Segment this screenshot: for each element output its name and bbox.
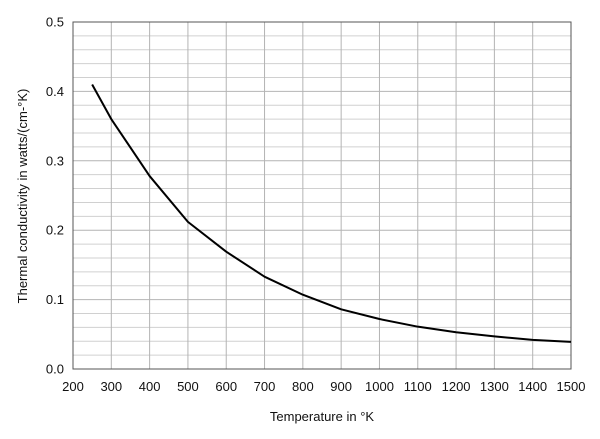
y-tick-label: 0.5 — [46, 15, 64, 30]
x-tick-label: 400 — [139, 379, 161, 394]
x-tick-label: 1000 — [365, 379, 394, 394]
x-tick-label: 500 — [177, 379, 199, 394]
x-tick-label: 700 — [254, 379, 276, 394]
x-tick-label: 1500 — [557, 379, 586, 394]
x-tick-label: 300 — [100, 379, 122, 394]
y-axis-label: Thermal conductivity in watts/(cm-°K) — [15, 89, 30, 304]
x-tick-label: 1400 — [518, 379, 547, 394]
y-tick-label: 0.0 — [46, 362, 64, 377]
x-tick-label: 200 — [62, 379, 84, 394]
x-tick-label: 1300 — [480, 379, 509, 394]
y-tick-label: 0.1 — [46, 292, 64, 307]
y-tick-label: 0.4 — [46, 84, 64, 99]
y-tick-label: 0.3 — [46, 153, 64, 168]
x-axis-label: Temperature in °K — [270, 409, 375, 424]
plot-frame — [72, 21, 572, 370]
y-tick-label: 0.2 — [46, 223, 64, 238]
x-tick-label: 1100 — [404, 379, 432, 394]
x-tick-label: 800 — [292, 379, 314, 394]
line — [91, 83, 572, 343]
x-tick-label: 600 — [215, 379, 237, 394]
x-tick-label: 1200 — [442, 379, 471, 394]
x-tick-label: 900 — [330, 379, 352, 394]
